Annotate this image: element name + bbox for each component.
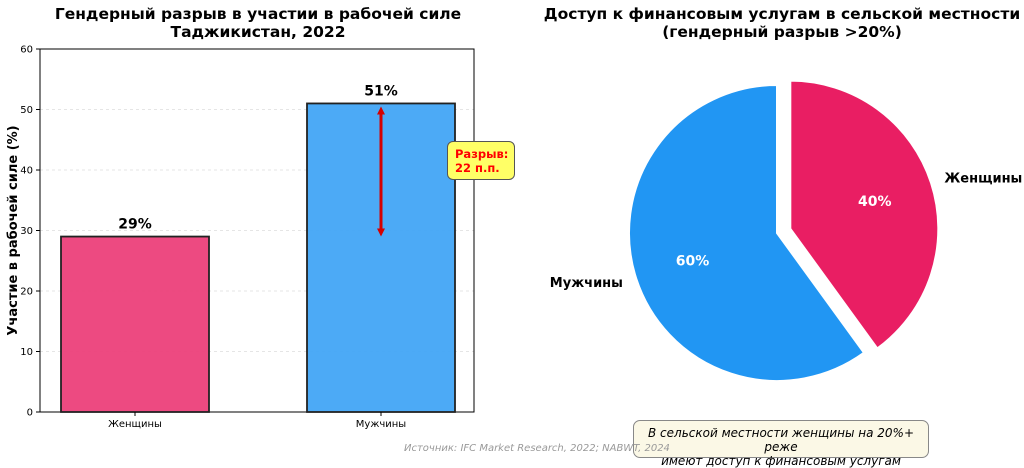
- gap-annotation: Разрыв: 22 п.п.: [447, 141, 515, 180]
- y-tick-label: 20: [20, 287, 33, 298]
- pie-category-label: Женщины: [944, 172, 1022, 187]
- pie-category-label: Мужчины: [550, 276, 623, 291]
- y-tick-label: 30: [20, 226, 33, 237]
- pie-chart-title: Доступ к финансовым услугам в сельской м…: [540, 5, 1024, 41]
- pie-note-line1: В сельской местности женщины на 20%+ реж…: [648, 426, 914, 454]
- y-tick-label: 0: [27, 408, 33, 419]
- pie-value-label: 40%: [858, 194, 892, 210]
- pie-note: В сельской местности женщины на 20%+ реж…: [633, 420, 929, 468]
- gap-arrow-head-bottom: [377, 228, 385, 237]
- gap-annotation-line2: 22 п.п.: [455, 161, 500, 175]
- source-note: Источник: IFC Market Research, 2022; NAB…: [404, 443, 670, 454]
- bar-value-label: 51%: [364, 83, 398, 99]
- gap-arrow-head-top: [377, 106, 385, 115]
- bar-chart-title: Гендерный разрыв в участии в рабочей сил…: [40, 5, 476, 41]
- plot-frame: [39, 48, 475, 413]
- y-tick-label: 10: [20, 347, 33, 358]
- pie-note-line2: имеют доступ к финансовым услугам: [661, 454, 901, 468]
- pie-chart-title-line1: Доступ к финансовым услугам в сельской м…: [543, 5, 1021, 23]
- bar-chart-title-line1: Гендерный разрыв в участии в рабочей сил…: [54, 5, 462, 23]
- pie-slice: [789, 79, 940, 350]
- y-tick-label: 60: [20, 45, 33, 56]
- y-tick-label: 50: [20, 105, 33, 116]
- gap-annotation-line1: Разрыв:: [455, 147, 509, 161]
- bar-value-label: 29%: [118, 217, 152, 233]
- x-tick-label: Женщины: [108, 419, 162, 430]
- pie-slice: [628, 83, 866, 382]
- pie-value-label: 60%: [676, 253, 710, 269]
- bar-chart-title-line2: Таджикистан, 2022: [170, 23, 346, 41]
- y-tick-label: 40: [20, 166, 33, 177]
- bar: [306, 102, 456, 413]
- x-tick-label: Мужчины: [356, 419, 406, 430]
- y-axis-label: Участие в рабочей силе (%): [6, 125, 21, 335]
- bar: [60, 235, 210, 413]
- pie-chart-title-line2: (гендерный разрыв >20%): [662, 23, 902, 41]
